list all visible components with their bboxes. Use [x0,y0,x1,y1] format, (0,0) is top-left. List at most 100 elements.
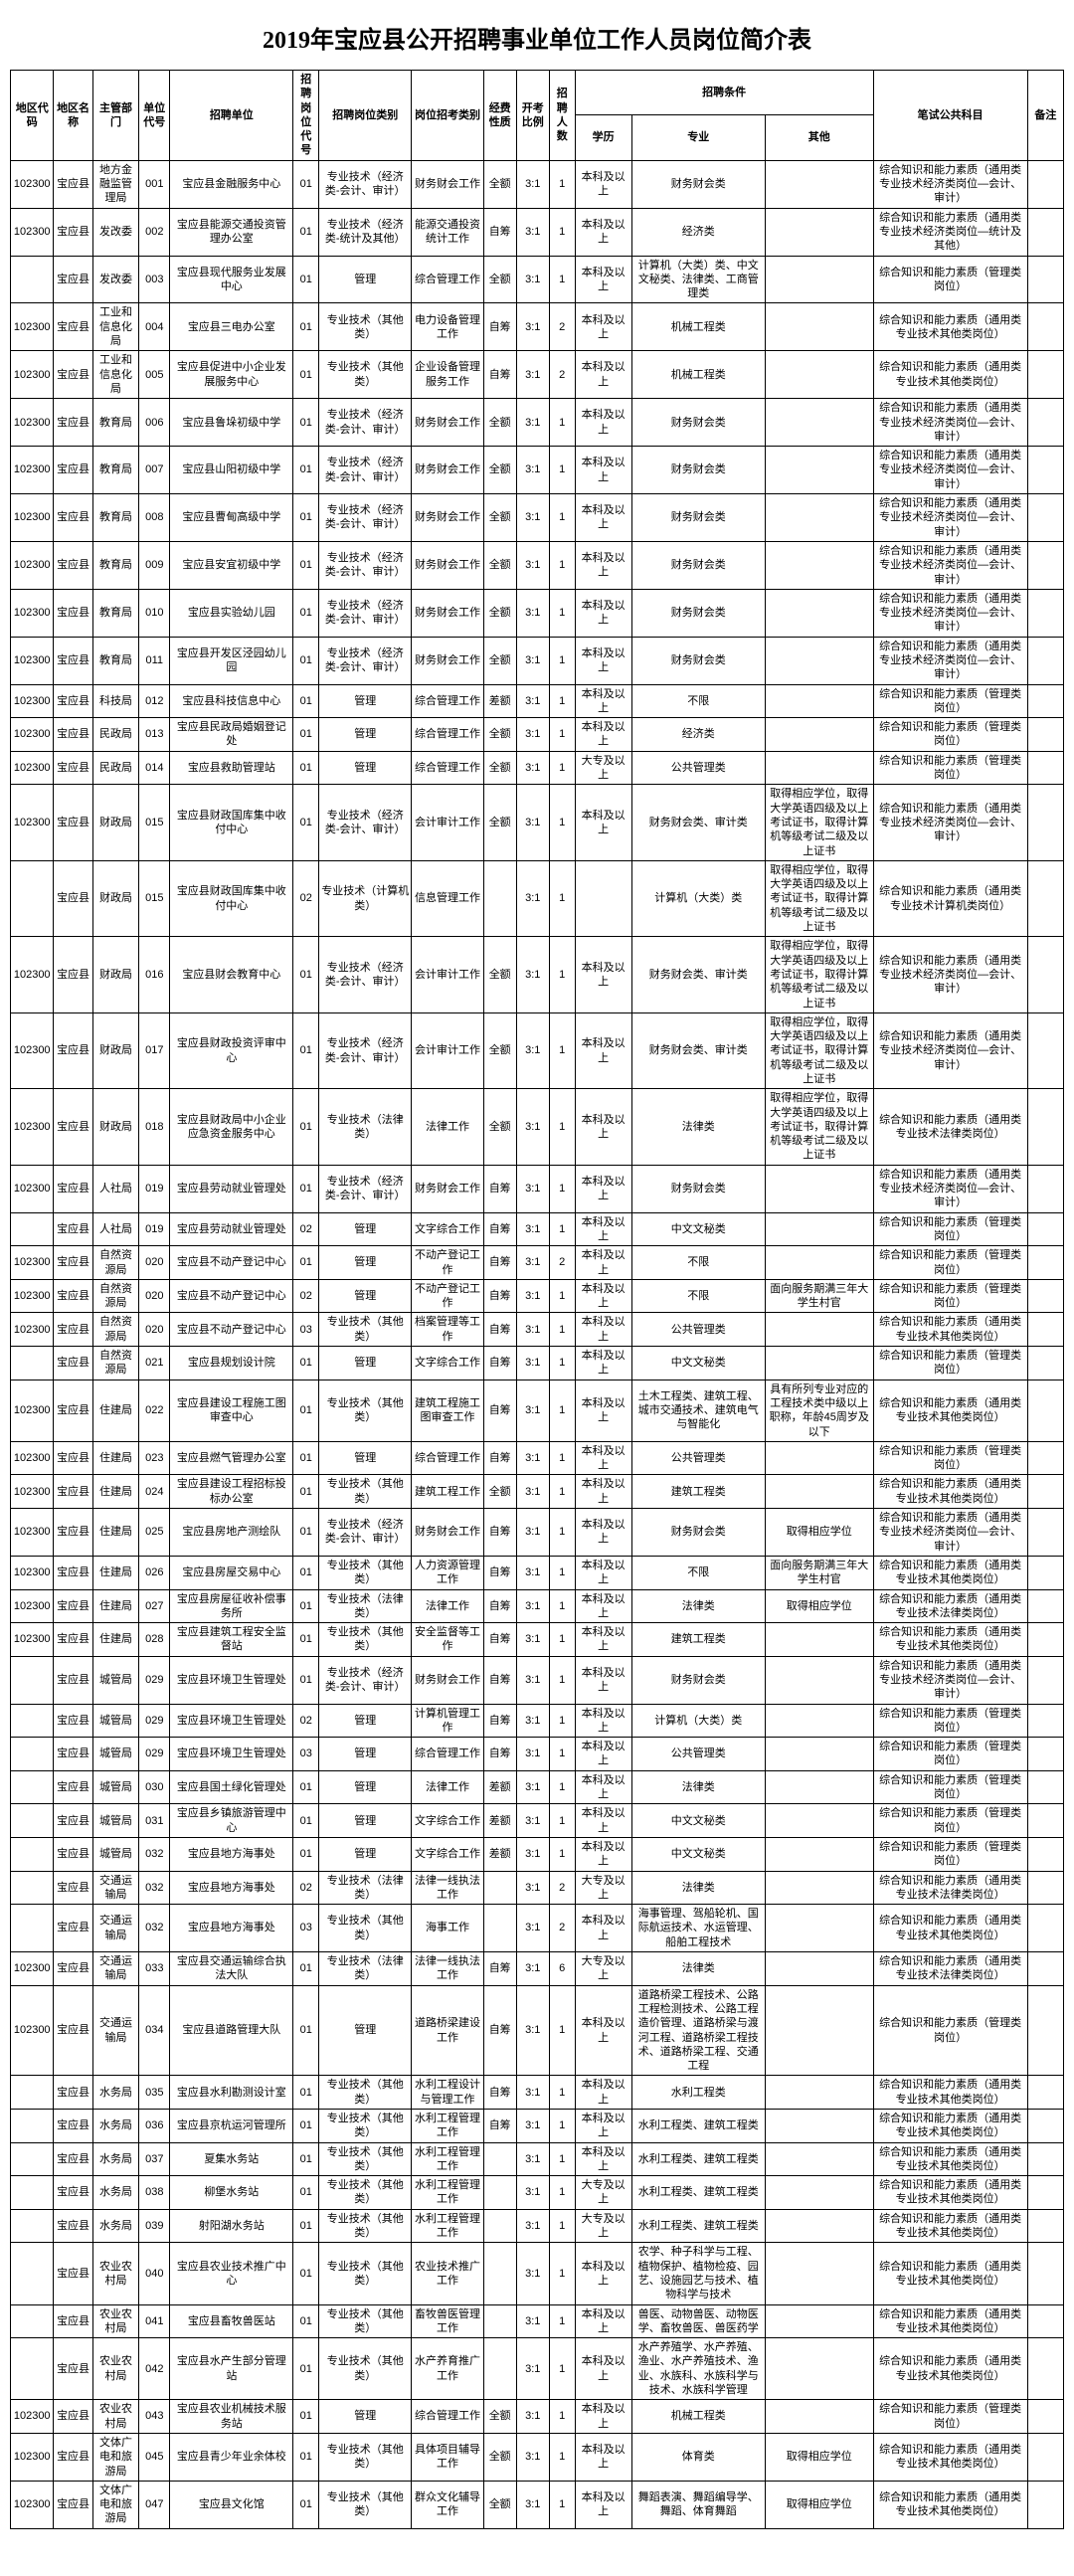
cell-n: 宝应县 [54,860,92,936]
cell-num: 1 [549,1212,575,1246]
cell-f: 差额 [483,1804,516,1838]
cell-num: 1 [549,1380,575,1441]
cell-n: 宝应县 [54,541,92,589]
cell-n: 宝应县 [54,684,92,718]
cell-maj: 法律类 [631,1952,765,1986]
cell-pc: 02 [293,1279,319,1313]
cell-pc: 01 [293,1380,319,1441]
cell-n: 宝应县 [54,303,92,351]
cell-u: 宝应县燃气管理办公室 [170,1441,293,1475]
cell-f: 自筹 [483,1380,516,1441]
cell-c: 102300 [11,351,54,399]
cell-uc: 015 [139,785,170,860]
cell-uc: 004 [139,303,170,351]
cell-edu: 本科及以上 [575,589,631,637]
cell-u: 宝应县建设工程施工图审查中心 [170,1380,293,1441]
cell-pt: 专业技术（经济类-会计、审计） [319,1509,412,1557]
cell-oth: 取得相应学位，取得大学英语四级及以上考试证书，取得计算机等级考试二级及以上证书 [765,937,873,1012]
cell-u: 宝应县房地产测绘队 [170,1509,293,1557]
th-note: 备注 [1027,71,1063,161]
cell-u: 宝应县促进中小企业发展服务中心 [170,351,293,399]
cell-f: 自筹 [483,1985,516,2076]
cell-f: 全额 [483,1089,516,1165]
cell-pt: 专业技术（其他类） [319,2076,412,2110]
cell-num: 1 [549,2142,575,2176]
cell-f: 全额 [483,2433,516,2481]
cell-f [483,1905,516,1952]
cell-n: 宝应县 [54,718,92,752]
table-row: 宝应县发改委003宝应县现代服务业发展中心01管理综合管理工作全额3:11本科及… [11,256,1064,303]
cell-edu: 本科及以上 [575,303,631,351]
cell-c: 102300 [11,1952,54,1986]
cell-n: 宝应县 [54,1556,92,1589]
cell-d: 农业农村局 [92,2304,139,2338]
cell-r: 3:1 [516,208,549,256]
table-row: 102300宝应县住建局022宝应县建设工程施工图审查中心01专业技术（其他类）… [11,1380,1064,1441]
cell-ex: 综合知识和能力素质（管理类岗位） [873,718,1027,752]
th-post-type: 招聘岗位类别 [319,71,412,161]
cell-pc: 01 [293,718,319,752]
cell-maj: 财务财会类 [631,637,765,684]
cell-edu: 本科及以上 [575,1089,631,1165]
cell-n: 宝应县 [54,160,92,208]
cell-edu: 本科及以上 [575,1313,631,1347]
cell-oth [765,447,873,494]
table-row: 102300宝应县住建局028宝应县建筑工程安全监督站01专业技术（其他类）安全… [11,1623,1064,1657]
cell-pt: 管理 [319,1279,412,1313]
cell-edu: 本科及以上 [575,1556,631,1589]
cell-maj: 计算机（大类）类 [631,860,765,936]
cell-n: 宝应县 [54,2433,92,2481]
cell-maj: 法律类 [631,1089,765,1165]
cell-rm [1027,1212,1063,1246]
cell-cat: 群众文化辅导工作 [412,2481,483,2528]
cell-c: 102300 [11,1475,54,1509]
cell-edu: 本科及以上 [575,351,631,399]
cell-d: 城管局 [92,1804,139,1838]
cell-c [11,1704,54,1738]
cell-f: 自筹 [483,2110,516,2143]
cell-f: 自筹 [483,1212,516,1246]
cell-d: 自然资源局 [92,1313,139,1347]
cell-num: 1 [549,1313,575,1347]
cell-pc: 01 [293,2433,319,2481]
cell-pt: 专业技术（经济类-会计、审计） [319,1012,412,1088]
cell-r: 3:1 [516,1704,549,1738]
cell-maj: 水利工程类 [631,2076,765,2110]
cell-uc: 022 [139,1380,170,1441]
cell-cat: 具体项目辅导工作 [412,2433,483,2481]
cell-ex: 综合知识和能力素质（通用类专业技术经济类岗位—统计及其他） [873,208,1027,256]
cell-f: 自筹 [483,1952,516,1986]
table-row: 宝应县水务局037夏集水务站01专业技术（其他类）水利工程管理工作3:11本科及… [11,2142,1064,2176]
cell-u: 宝应县农业技术推广中心 [170,2243,293,2304]
cell-uc: 045 [139,2433,170,2481]
cell-r: 3:1 [516,1871,549,1905]
cell-cat: 不动产登记工作 [412,1279,483,1313]
cell-num: 1 [549,2243,575,2304]
table-row: 102300宝应县科技局012宝应县科技信息中心01管理综合管理工作差额3:11… [11,684,1064,718]
cell-d: 财政局 [92,860,139,936]
cell-oth [765,2076,873,2110]
cell-u: 宝应县财政国库集中收付中心 [170,860,293,936]
cell-f: 自筹 [483,1738,516,1771]
cell-maj: 不限 [631,1246,765,1280]
cell-c: 102300 [11,637,54,684]
cell-cat: 法律一线执法工作 [412,1952,483,1986]
cell-ex: 综合知识和能力素质（管理类岗位） [873,2400,1027,2434]
cell-pt: 管理 [319,684,412,718]
cell-oth [765,2142,873,2176]
cell-d: 教育局 [92,589,139,637]
cell-pc: 01 [293,1246,319,1280]
cell-edu: 本科及以上 [575,2243,631,2304]
cell-oth [765,2110,873,2143]
cell-u: 宝应县三电办公室 [170,303,293,351]
cell-uc: 035 [139,2076,170,2110]
cell-num: 1 [549,2076,575,2110]
cell-n: 宝应县 [54,1905,92,1952]
cell-uc: 023 [139,1441,170,1475]
cell-cat: 水利工程管理工作 [412,2209,483,2243]
cell-d: 自然资源局 [92,1246,139,1280]
cell-u: 宝应县安宜初级中学 [170,541,293,589]
cell-n: 宝应县 [54,256,92,303]
cell-edu: 本科及以上 [575,1246,631,1280]
cell-f: 全额 [483,2400,516,2434]
